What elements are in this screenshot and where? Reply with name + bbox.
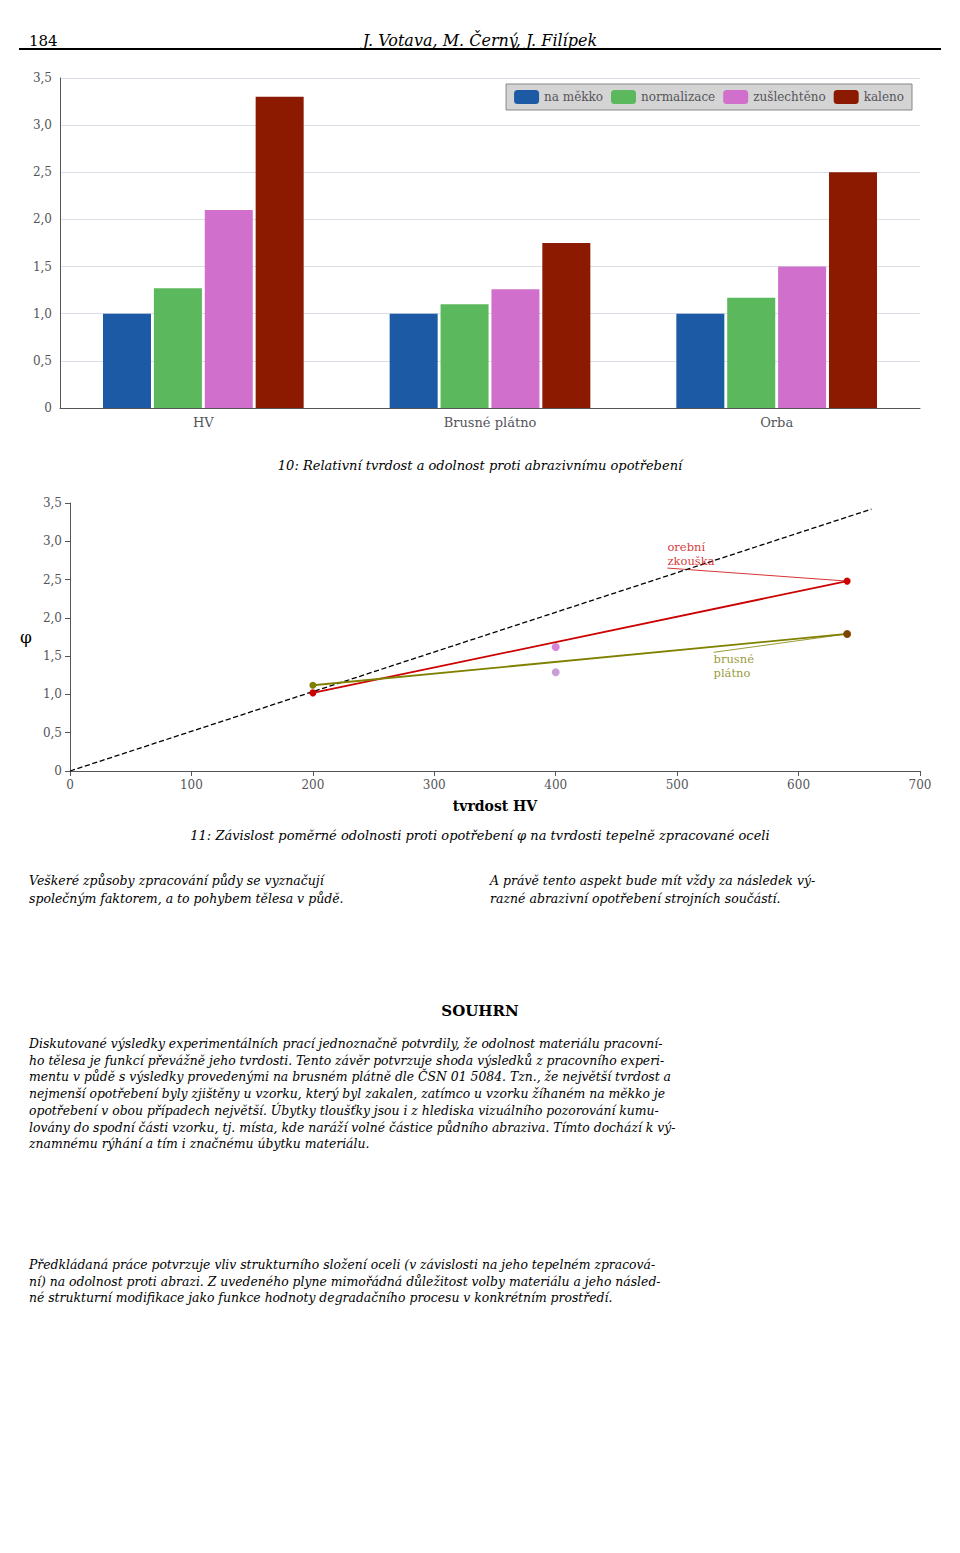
svg-text:Orba: Orba bbox=[760, 415, 793, 430]
svg-text:100: 100 bbox=[180, 778, 203, 792]
html-text:184: 184 bbox=[29, 32, 58, 50]
svg-text:2,5: 2,5 bbox=[33, 165, 52, 179]
svg-text:200: 200 bbox=[301, 778, 324, 792]
svg-text:1,5: 1,5 bbox=[33, 260, 52, 274]
svg-text:0,5: 0,5 bbox=[33, 354, 52, 368]
svg-text:zušlechtěno: zušlechtěno bbox=[753, 90, 825, 104]
svg-text:500: 500 bbox=[666, 778, 689, 792]
svg-text:na měkko: na měkko bbox=[544, 90, 603, 104]
svg-text:0: 0 bbox=[54, 764, 62, 778]
svg-text:brusné: brusné bbox=[714, 652, 755, 666]
svg-text:φ: φ bbox=[20, 627, 32, 647]
svg-text:1,0: 1,0 bbox=[43, 687, 62, 701]
svg-text:kaleno: kaleno bbox=[864, 90, 904, 104]
svg-text:3,5: 3,5 bbox=[33, 71, 52, 85]
svg-text:zkouška: zkouška bbox=[667, 554, 714, 568]
html-text:Veškeré způsoby zpracování půd: Veškeré způsoby zpracování půdy se vyzna… bbox=[29, 873, 344, 906]
svg-text:300: 300 bbox=[423, 778, 446, 792]
svg-text:tvrdost HV: tvrdost HV bbox=[453, 798, 539, 814]
svg-text:0: 0 bbox=[66, 778, 74, 792]
svg-text:2,0: 2,0 bbox=[43, 611, 62, 625]
svg-text:600: 600 bbox=[787, 778, 810, 792]
svg-text:normalizace: normalizace bbox=[641, 90, 715, 104]
svg-text:0: 0 bbox=[44, 401, 52, 415]
svg-text:2,0: 2,0 bbox=[33, 212, 52, 226]
html-text:J. Votava, M. Černý, J. Filípe: J. Votava, M. Černý, J. Filípek bbox=[362, 31, 598, 50]
svg-text:10: Relativní tvrdost a odolno: 10: Relativní tvrdost a odolnost proti a… bbox=[278, 458, 684, 473]
svg-text:3,0: 3,0 bbox=[43, 534, 62, 548]
svg-text:700: 700 bbox=[909, 778, 932, 792]
html-text:SOUHRN: SOUHRN bbox=[441, 1002, 519, 1020]
svg-text:orební: orební bbox=[667, 540, 705, 554]
html-text:A právě tento aspekt bude mít: A právě tento aspekt bude mít vždy za ná… bbox=[490, 873, 816, 906]
svg-text:Brusné plátno: Brusné plátno bbox=[444, 415, 537, 430]
html-text:Diskutované výsledky experimen: Diskutované výsledky experimentálních pr… bbox=[29, 1036, 676, 1152]
svg-text:11: Závislost poměrné odolnost: 11: Závislost poměrné odolnosti proti op… bbox=[190, 828, 769, 843]
svg-text:0,5: 0,5 bbox=[43, 726, 62, 740]
svg-text:3,5: 3,5 bbox=[43, 496, 62, 510]
svg-text:1,5: 1,5 bbox=[43, 649, 62, 663]
svg-text:HV: HV bbox=[193, 415, 214, 430]
svg-text:plátno: plátno bbox=[714, 666, 751, 680]
svg-text:2,5: 2,5 bbox=[43, 573, 62, 587]
svg-text:3,0: 3,0 bbox=[33, 118, 52, 132]
svg-text:1,0: 1,0 bbox=[33, 307, 52, 321]
svg-text:400: 400 bbox=[544, 778, 567, 792]
html-text:Předkládaná práce potvrzuje vl: Předkládaná práce potvrzuje vliv struktu… bbox=[29, 1257, 661, 1306]
